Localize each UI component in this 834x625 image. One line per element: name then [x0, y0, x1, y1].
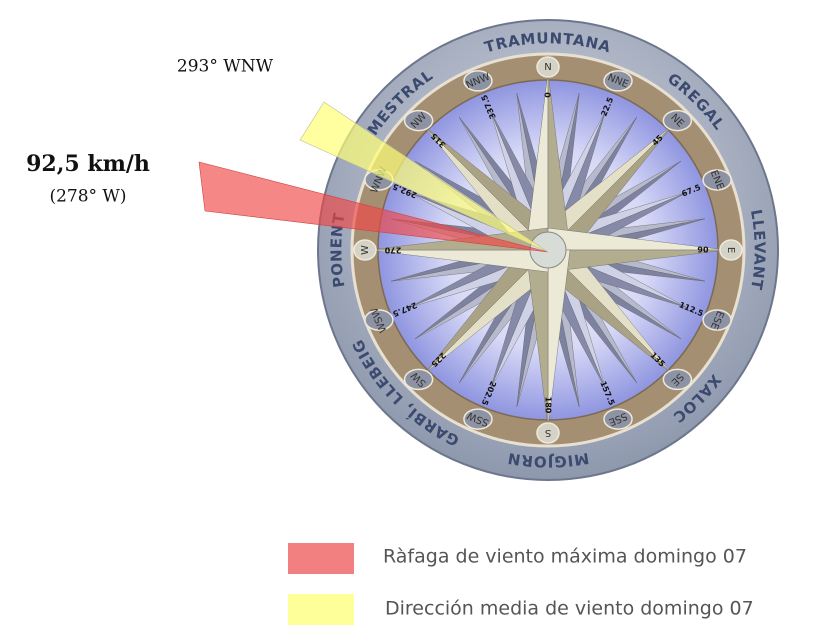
point-badge [702, 169, 732, 191]
wind-group: MIGJORN [506, 449, 591, 471]
degree-label: 90 [697, 246, 709, 255]
point-badge [662, 109, 693, 132]
point-badge [403, 109, 434, 132]
wind-group: PONENT [327, 211, 348, 289]
gust-direction: (278° W) [49, 187, 126, 207]
wind-name: LLEVANT [747, 208, 769, 292]
point-label: E [725, 247, 736, 253]
point-badge [403, 368, 434, 391]
legend-swatch-gust [288, 543, 354, 574]
point-label: S [545, 427, 551, 438]
point-badge [364, 309, 394, 331]
point-badge [353, 239, 377, 261]
wind-name: MIGJORN [506, 449, 591, 471]
wind-name-path: LLEVANT [747, 208, 769, 292]
point-badge [463, 70, 493, 92]
point-badge [719, 239, 743, 261]
point-badge [463, 408, 493, 430]
mean-wedge [299, 101, 549, 253]
wind-name: PONENT [327, 211, 348, 289]
degree-label: 270 [384, 246, 401, 255]
point-label: W [360, 245, 371, 255]
mean-direction-label: 293° WNW [177, 57, 274, 77]
legend-label: Dirección media de viento domingo 07 [385, 598, 754, 620]
degree-label: 180 [544, 397, 553, 414]
point-badge [603, 408, 633, 430]
degree-label: 0 [544, 92, 553, 98]
wind-name-path: MIGJORN [506, 449, 591, 471]
point-label: N [544, 62, 551, 73]
point-badge [702, 309, 732, 331]
legend-swatch-mean [288, 594, 354, 625]
point-badge [603, 70, 633, 92]
compass: TRAMUNTANAGREGALLLEVANTXALOCMIGJORNGARBÍ… [317, 19, 779, 481]
point-badge [536, 422, 560, 444]
gust-wedge [198, 161, 549, 253]
gust-speed: 92,5 km/h [26, 151, 150, 177]
wind-name-path: PONENT [327, 211, 348, 289]
point-badge [662, 368, 693, 391]
wind-group: LLEVANT [747, 208, 769, 292]
legend-label: Ràfaga de viento máxima domingo 07 [383, 546, 747, 568]
point-badge [536, 56, 560, 78]
